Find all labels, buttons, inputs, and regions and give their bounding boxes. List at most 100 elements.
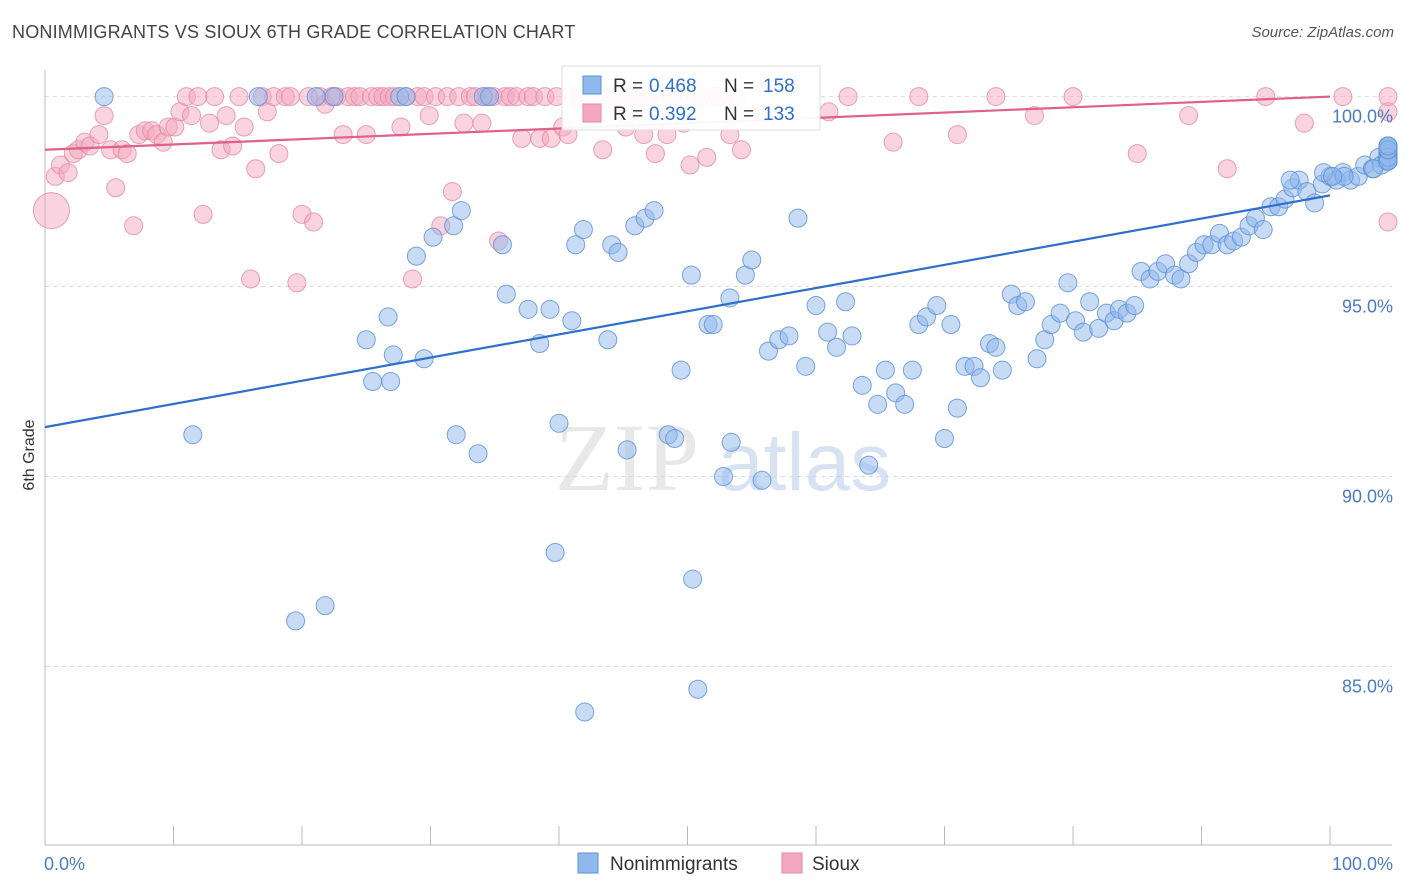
y-tick-label-3: 85.0% (1342, 676, 1393, 696)
sioux-point-126 (1024, 106, 1044, 126)
sioux-point-132 (1294, 113, 1314, 133)
sioux-point-133 (1333, 87, 1353, 107)
nonimmigrants-point-75 (935, 429, 954, 449)
sioux-point-30 (216, 106, 236, 126)
nonimmigrants-trend-line (44, 194, 1331, 429)
sioux-point-121 (838, 87, 858, 107)
nonimmigrants-point-5 (396, 87, 416, 107)
sioux-point-129 (1179, 106, 1199, 126)
nonimmigrants-point-15 (381, 372, 401, 392)
sioux-point-95 (593, 140, 613, 160)
sioux-point-54 (356, 125, 376, 145)
sioux-point-110 (680, 155, 700, 175)
sioux-point-124 (947, 125, 967, 145)
nonimmigrants-point-14 (383, 345, 403, 365)
y-tick-label-0: 100.0% (1332, 107, 1393, 127)
sioux-point-123 (909, 87, 929, 107)
bottom-legend: Nonimmigrants Sioux (577, 852, 860, 875)
nonimmigrants-point-40 (575, 702, 595, 722)
nonimmigrants-point-1 (248, 87, 268, 107)
nonimmigrants-point-57 (779, 326, 799, 346)
legend-swatch-pink (582, 103, 602, 123)
nonimmigrants-point-53 (742, 250, 762, 270)
y-tick-labels: 100.0% 95.0% 90.0% 85.0% (1332, 107, 1393, 697)
nonimmigrants-point-156 (1323, 166, 1343, 186)
sioux-point-33 (234, 117, 254, 137)
nonimmigrants-point-45 (683, 569, 703, 589)
nonimmigrants-point-20 (451, 201, 471, 221)
nonimmigrants-point-91 (1058, 273, 1078, 293)
sioux-point-39 (269, 144, 289, 164)
x-tick-label-left: 0.0% (44, 854, 85, 874)
nonimmigrants-point-43 (671, 360, 691, 380)
sioux-point-11 (106, 178, 126, 198)
sioux-point-50 (333, 125, 353, 145)
nonimmigrants-point-50 (721, 432, 741, 452)
nonimmigrants-point-47 (703, 315, 723, 335)
series-nonimmigrants (94, 87, 1398, 722)
nonimmigrants-point-0 (94, 87, 114, 107)
nonimmigrants-point-49 (713, 466, 733, 486)
nonimmigrants-point-8 (183, 425, 203, 445)
sioux-point-127 (1063, 87, 1083, 107)
sioux-point-74 (472, 113, 492, 133)
nonimmigrants-point-22 (468, 444, 488, 464)
x-tick-label-right: 100.0% (1332, 854, 1393, 874)
sioux-point-122 (883, 132, 903, 152)
sioux-point-3 (58, 163, 78, 183)
nonimmigrants-point-54 (752, 470, 772, 490)
nonimmigrants-point-32 (573, 220, 593, 240)
sioux-point-136 (1378, 87, 1398, 107)
nonimmigrants-point-65 (852, 375, 872, 395)
sioux-point-35 (246, 159, 266, 179)
nonimmigrants-point-12 (356, 330, 376, 350)
x-tick-labels: 0.0% 100.0% (44, 854, 1393, 874)
sioux-point-119 (731, 140, 751, 160)
sioux-point-41 (280, 87, 300, 107)
legend-n-label-2: N = (724, 104, 754, 125)
nonimmigrants-point-86 (1015, 292, 1035, 312)
legend-r-label-1: R = (613, 76, 643, 97)
nonimmigrants-point-90 (1050, 303, 1070, 323)
legend-n-value-2: 133 (763, 104, 795, 125)
legend-box: R = 0.468 N = 158 R = 0.392 N = 133 (561, 65, 821, 131)
sioux-point-27 (199, 113, 219, 133)
sioux-point-31 (223, 136, 243, 156)
legend-r-value-2: 0.392 (649, 104, 697, 125)
chart-title: NONIMMIGRANTS VS SIOUX 6TH GRADE CORRELA… (12, 22, 576, 42)
nonimmigrants-point-70 (895, 394, 915, 414)
sioux-point-135 (1378, 212, 1398, 232)
nonimmigrants-point-83 (992, 360, 1012, 380)
nonimmigrants-point-24 (496, 284, 516, 304)
bottom-legend-swatch-nonimmigrants (577, 852, 599, 874)
sioux-point-71 (454, 113, 474, 133)
nonimmigrants-point-16 (406, 246, 426, 266)
sioux-point-0 (32, 192, 70, 230)
nonimmigrants-point-149 (1280, 170, 1300, 190)
nonimmigrants-point-160 (1378, 136, 1398, 156)
sioux-point-104 (645, 144, 665, 164)
legend-n-label-1: N = (724, 76, 754, 97)
nonimmigrants-point-82 (986, 337, 1006, 357)
nonimmigrants-point-58 (788, 208, 808, 228)
nonimmigrants-point-67 (868, 394, 888, 414)
nonimmigrants-point-117 (1253, 220, 1273, 240)
nonimmigrants-point-11 (363, 372, 383, 392)
nonimmigrants-point-66 (859, 455, 879, 475)
nonimmigrants-point-48 (688, 679, 708, 699)
nonimmigrants-point-38 (644, 201, 664, 221)
bottom-legend-label-nonimmigrants: Nonimmigrants (610, 854, 738, 875)
legend-swatch-blue (582, 75, 602, 95)
legend-n-value-1: 158 (763, 76, 795, 97)
sioux-point-42 (287, 273, 307, 293)
nonimmigrants-point-62 (827, 337, 847, 357)
nonimmigrants-point-19 (444, 216, 464, 236)
nonimmigrants-point-77 (947, 398, 967, 418)
legend-r-value-1: 0.468 (649, 76, 697, 97)
nonimmigrants-point-28 (545, 542, 565, 562)
sioux-point-32 (229, 87, 249, 107)
nonimmigrants-point-29 (549, 413, 569, 433)
sioux-point-13 (117, 144, 137, 164)
nonimmigrants-point-87 (1027, 349, 1047, 369)
